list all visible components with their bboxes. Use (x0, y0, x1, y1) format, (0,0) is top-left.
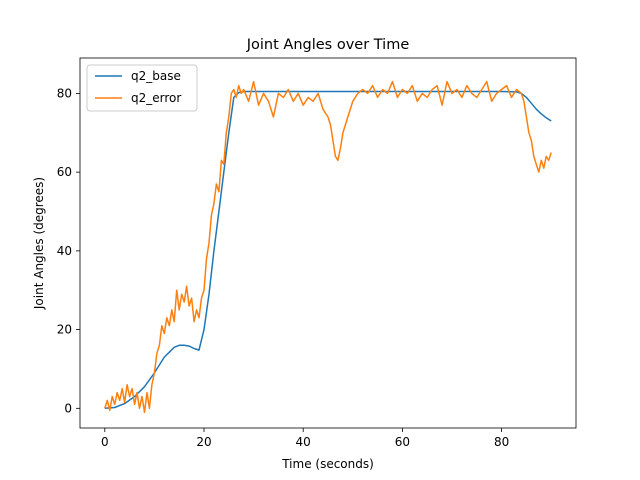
x-axis-ticks: 0 20 40 60 80 (101, 428, 509, 449)
chart-title: Joint Angles over Time (246, 37, 410, 53)
y-tick-label: 20 (57, 323, 72, 337)
y-tick-label: 80 (57, 86, 72, 100)
y-tick-label: 60 (57, 165, 72, 179)
legend: q2_base q2_error (86, 64, 198, 112)
y-axis-label: Joint Angles (degrees) (32, 177, 46, 310)
y-tick-label: 0 (64, 401, 72, 415)
x-tick-label: 0 (101, 435, 109, 449)
legend-label-q2-base: q2_base (131, 69, 181, 83)
x-tick-label: 40 (296, 435, 311, 449)
plot-area (80, 58, 576, 428)
x-axis-label: Time (seconds) (281, 457, 374, 471)
legend-label-q2-error: q2_error (131, 91, 181, 105)
x-tick-label: 20 (196, 435, 211, 449)
plot-frame (79, 57, 577, 429)
y-axis-ticks: 0 20 40 60 80 (57, 86, 80, 415)
x-tick-label: 60 (395, 435, 410, 449)
y-tick-label: 40 (57, 244, 72, 258)
series-layer (104, 80, 552, 414)
x-tick-label: 80 (494, 435, 509, 449)
series-line-q2-error (104, 80, 552, 414)
